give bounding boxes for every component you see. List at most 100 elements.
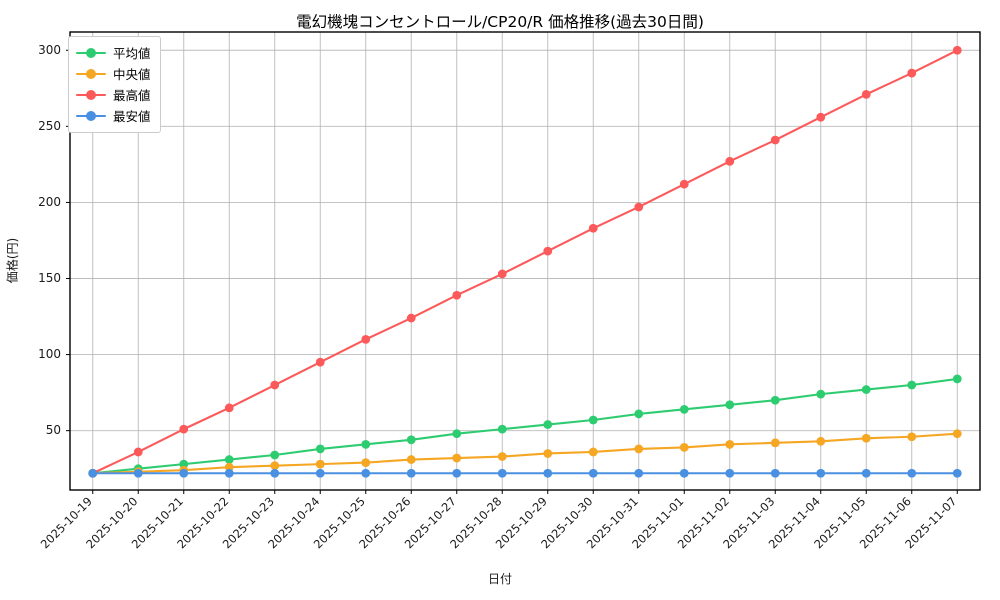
data-point-marker xyxy=(315,459,325,469)
data-point-marker xyxy=(725,156,735,166)
legend-item[interactable]: 中央値 xyxy=(76,63,151,84)
legend-marker-icon xyxy=(76,109,106,123)
y-tick-label: 50 xyxy=(46,423,61,437)
data-point-marker xyxy=(452,429,462,439)
y-tick-label: 250 xyxy=(38,119,61,133)
data-point-marker xyxy=(679,179,689,189)
data-point-marker xyxy=(406,455,416,464)
data-point-marker xyxy=(179,424,189,434)
legend-item-label: 最高値 xyxy=(113,88,151,103)
legend-item-label: 最安値 xyxy=(113,109,151,124)
data-point-marker xyxy=(270,380,280,390)
data-point-marker xyxy=(634,202,644,212)
data-point-marker xyxy=(452,468,462,478)
data-point-marker xyxy=(952,45,962,55)
data-point-marker xyxy=(497,424,507,434)
data-point-marker xyxy=(361,439,371,449)
data-point-marker xyxy=(952,374,962,384)
data-point-marker xyxy=(543,420,553,429)
data-point-marker xyxy=(224,468,234,478)
data-point-marker xyxy=(588,223,598,233)
data-point-marker xyxy=(816,468,826,478)
data-point-marker xyxy=(634,468,644,478)
legend-item[interactable]: 平均値 xyxy=(76,42,151,63)
legend-item[interactable]: 最安値 xyxy=(76,105,151,126)
data-point-marker xyxy=(270,450,280,460)
y-tick-label: 300 xyxy=(38,43,61,57)
y-tick-label: 150 xyxy=(38,271,61,285)
data-point-marker xyxy=(224,462,234,472)
data-point-marker xyxy=(816,112,826,122)
data-point-marker xyxy=(725,400,735,410)
data-point-marker xyxy=(952,468,962,478)
data-point-marker xyxy=(543,449,553,458)
chart-legend: 平均値中央値最高値最安値 xyxy=(68,36,161,133)
data-point-marker xyxy=(770,438,780,448)
data-point-marker xyxy=(406,313,416,323)
data-point-marker xyxy=(679,404,689,414)
legend-marker-icon xyxy=(76,67,106,81)
chart-title: 電幻機塊コンセントロール/CP20/R 価格推移(過去30日間) xyxy=(296,13,704,31)
data-point-marker xyxy=(133,468,143,478)
data-point-marker xyxy=(588,468,598,478)
data-point-marker xyxy=(588,415,598,425)
x-axis-label: 日付 xyxy=(487,572,512,586)
data-point-marker xyxy=(270,461,280,471)
data-point-marker xyxy=(725,468,735,478)
legend-item[interactable]: 最高値 xyxy=(76,84,151,105)
data-point-marker xyxy=(770,468,780,478)
series-line xyxy=(91,49,959,475)
data-point-marker xyxy=(907,432,917,442)
data-point-marker xyxy=(634,444,644,454)
data-point-marker xyxy=(816,436,826,446)
data-point-marker xyxy=(907,468,917,478)
legend-marker-icon xyxy=(76,46,106,60)
data-point-marker xyxy=(452,453,462,463)
plot-frame xyxy=(69,31,981,491)
data-point-marker xyxy=(725,439,735,449)
data-point-marker xyxy=(861,433,871,443)
data-point-marker xyxy=(861,468,871,478)
data-point-marker xyxy=(679,442,689,452)
data-point-marker xyxy=(361,458,371,468)
data-point-marker xyxy=(315,444,325,454)
data-point-marker xyxy=(406,468,416,478)
y-tick-label: 200 xyxy=(38,195,61,209)
data-point-marker xyxy=(497,468,507,478)
data-point-marker xyxy=(361,334,371,344)
data-point-marker xyxy=(88,468,98,478)
data-point-marker xyxy=(770,135,780,145)
data-point-marker xyxy=(179,459,189,469)
data-point-marker xyxy=(315,357,325,367)
data-point-marker xyxy=(179,468,189,478)
data-point-marker xyxy=(770,395,780,405)
legend-item-label: 平均値 xyxy=(113,46,151,61)
data-point-marker xyxy=(907,68,917,78)
data-point-marker xyxy=(406,435,416,445)
series-line xyxy=(91,432,959,475)
data-point-marker xyxy=(634,409,644,419)
series-line xyxy=(91,377,959,475)
data-point-marker xyxy=(224,403,234,413)
data-point-marker xyxy=(861,89,871,99)
legend-item-label: 中央値 xyxy=(113,67,151,82)
data-point-marker xyxy=(543,468,553,478)
data-point-marker xyxy=(497,269,507,279)
data-point-marker xyxy=(224,455,234,464)
y-tick-label: 100 xyxy=(38,347,61,361)
data-point-marker xyxy=(952,429,962,439)
data-point-marker xyxy=(861,385,871,394)
data-point-marker xyxy=(907,380,917,390)
data-point-marker xyxy=(543,246,553,256)
data-point-marker xyxy=(270,468,280,478)
data-point-marker xyxy=(315,468,325,478)
data-point-marker xyxy=(497,452,507,461)
data-point-marker xyxy=(133,447,143,457)
legend-marker-icon xyxy=(76,88,106,102)
data-point-marker xyxy=(588,447,598,457)
data-point-marker xyxy=(452,290,462,300)
data-point-marker xyxy=(361,468,371,478)
data-point-marker xyxy=(679,468,689,478)
